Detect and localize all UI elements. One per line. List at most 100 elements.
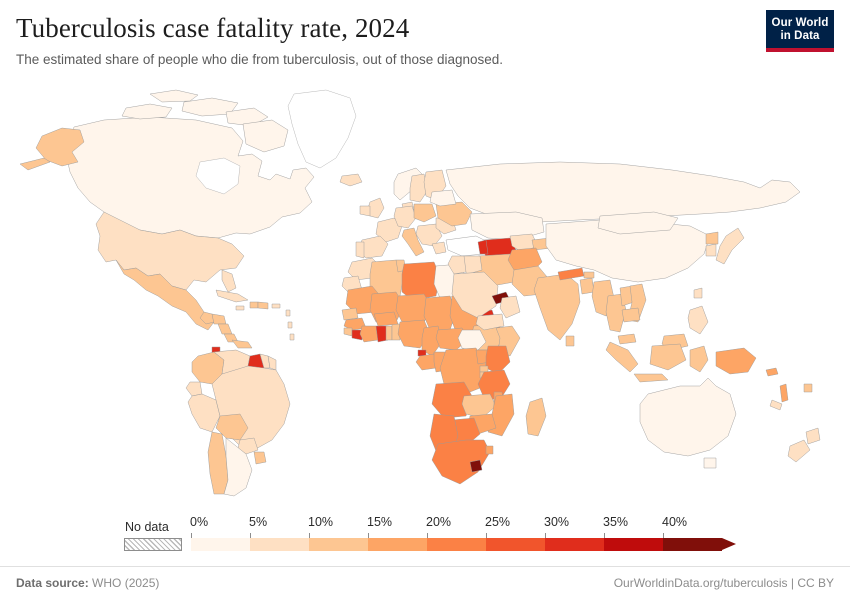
country-vanuatu[interactable] <box>779 383 789 403</box>
legend-bin-25[interactable]: 25% <box>485 515 545 551</box>
country-indonesia-sumatra[interactable] <box>605 341 639 373</box>
country-australia[interactable] <box>639 377 737 457</box>
legend-bin-0[interactable]: 0% <box>190 515 250 551</box>
country-guatemala[interactable] <box>199 311 215 325</box>
country-panama[interactable] <box>231 339 253 349</box>
country-solomon-islands[interactable] <box>765 367 779 377</box>
country-paraguay[interactable] <box>237 437 259 455</box>
country-liberia[interactable] <box>351 329 363 341</box>
legend-bin-35[interactable]: 35% <box>603 515 663 551</box>
country-togo[interactable] <box>385 325 393 341</box>
country-gabon[interactable] <box>415 353 437 371</box>
country-sierra-leone[interactable] <box>343 327 353 337</box>
country-north-korea[interactable] <box>705 231 719 245</box>
country-lesotho[interactable] <box>469 459 483 473</box>
legend-no-data-swatch[interactable] <box>124 538 182 551</box>
country-portugal[interactable] <box>355 241 365 259</box>
country-ireland[interactable] <box>359 205 371 217</box>
country-canada-arctic-1[interactable] <box>121 103 173 120</box>
legend-bin-30[interactable]: 30% <box>544 515 604 551</box>
country-mongolia[interactable] <box>597 211 679 235</box>
legend-bins[interactable]: 0% 5% 10% 15% 20% 25% 30% 35% 40% <box>190 515 736 551</box>
country-fiji[interactable] <box>803 383 813 393</box>
country-germany[interactable] <box>393 205 417 229</box>
country-yemen[interactable] <box>475 313 505 331</box>
legend-bin-15[interactable]: 15% <box>367 515 427 551</box>
country-angola[interactable] <box>431 381 473 419</box>
country-lesser-antilles-1[interactable] <box>285 309 291 317</box>
country-cuba[interactable] <box>215 289 249 303</box>
country-dominican-republic[interactable] <box>257 301 269 310</box>
country-new-zealand-north[interactable] <box>805 427 821 445</box>
country-jamaica[interactable] <box>235 305 245 311</box>
legend-bin-10[interactable]: 10% <box>308 515 368 551</box>
country-peru[interactable] <box>187 393 221 433</box>
legend-bin-20[interactable]: 20% <box>426 515 486 551</box>
country-south-africa[interactable] <box>431 439 491 485</box>
country-united-states[interactable] <box>95 211 245 291</box>
country-canada-arctic-3[interactable] <box>149 89 199 103</box>
country-philippines[interactable] <box>687 305 709 335</box>
country-papua-new-guinea[interactable] <box>715 347 757 375</box>
country-bhutan[interactable] <box>583 271 595 279</box>
country-taiwan[interactable] <box>693 287 703 299</box>
country-indonesia-borneo[interactable] <box>649 343 687 371</box>
country-chile[interactable] <box>207 431 229 495</box>
world-map-svg[interactable] <box>0 84 850 499</box>
country-lesser-antilles-2[interactable] <box>287 321 293 329</box>
country-senegal[interactable] <box>341 307 359 321</box>
country-rwanda[interactable] <box>479 365 489 373</box>
country-bangladesh[interactable] <box>579 277 595 295</box>
country-madagascar[interactable] <box>525 397 547 437</box>
country-uruguay[interactable] <box>253 451 267 465</box>
country-japan[interactable] <box>715 227 745 265</box>
country-oman[interactable] <box>499 295 521 319</box>
country-new-zealand-south[interactable] <box>787 439 811 463</box>
country-lesser-antilles-3[interactable] <box>289 333 295 341</box>
world-map[interactable] <box>0 84 850 499</box>
country-honduras[interactable] <box>211 313 227 325</box>
country-greece[interactable] <box>431 241 447 255</box>
country-nicaragua[interactable] <box>217 323 233 335</box>
country-indonesia-java[interactable] <box>633 373 669 383</box>
country-nepal[interactable] <box>557 267 585 281</box>
country-aleutians[interactable] <box>19 157 51 171</box>
country-guinea[interactable] <box>343 317 367 331</box>
country-tasmania[interactable] <box>703 457 717 469</box>
country-sri-lanka[interactable] <box>565 335 575 347</box>
country-malaysia[interactable] <box>617 333 637 345</box>
country-cambodia[interactable] <box>621 307 641 323</box>
country-france[interactable] <box>375 217 403 243</box>
country-azerbaijan[interactable] <box>477 239 489 255</box>
country-sweden[interactable] <box>409 173 429 203</box>
country-indonesia-sulawesi[interactable] <box>689 345 709 373</box>
country-burkina-faso[interactable] <box>373 311 399 327</box>
country-italy[interactable] <box>401 227 425 257</box>
country-haiti[interactable] <box>249 301 259 309</box>
country-belarus-baltics[interactable] <box>429 189 457 207</box>
country-puerto-rico[interactable] <box>271 303 281 309</box>
country-greenland[interactable] <box>287 89 357 169</box>
country-new-caledonia[interactable] <box>769 399 783 411</box>
country-brazil[interactable] <box>211 365 291 451</box>
country-united-kingdom[interactable] <box>367 197 385 219</box>
country-poland[interactable] <box>413 203 437 223</box>
country-cote-divoire[interactable] <box>359 325 379 343</box>
legend-bin-5[interactable]: 5% <box>249 515 309 551</box>
country-us-florida[interactable] <box>221 269 237 293</box>
country-canada-baffin[interactable] <box>242 119 289 153</box>
license-link[interactable]: OurWorldinData.org/tuberculosis | CC BY <box>613 576 834 590</box>
country-eswatini[interactable] <box>485 445 494 455</box>
country-south-korea[interactable] <box>705 243 717 257</box>
country-ecuador[interactable] <box>185 381 203 397</box>
country-kenya[interactable] <box>485 345 511 375</box>
country-argentina[interactable] <box>223 437 253 497</box>
legend-bin-40[interactable]: 40% <box>662 515 722 551</box>
country-india[interactable] <box>533 273 581 341</box>
country-syria-jordan[interactable] <box>447 255 467 275</box>
country-ukraine[interactable] <box>435 201 473 227</box>
country-iceland[interactable] <box>339 173 363 187</box>
country-saudi-arabia[interactable] <box>451 271 499 319</box>
owid-logo[interactable]: Our World in Data <box>766 10 834 52</box>
country-alaska[interactable] <box>35 127 85 167</box>
